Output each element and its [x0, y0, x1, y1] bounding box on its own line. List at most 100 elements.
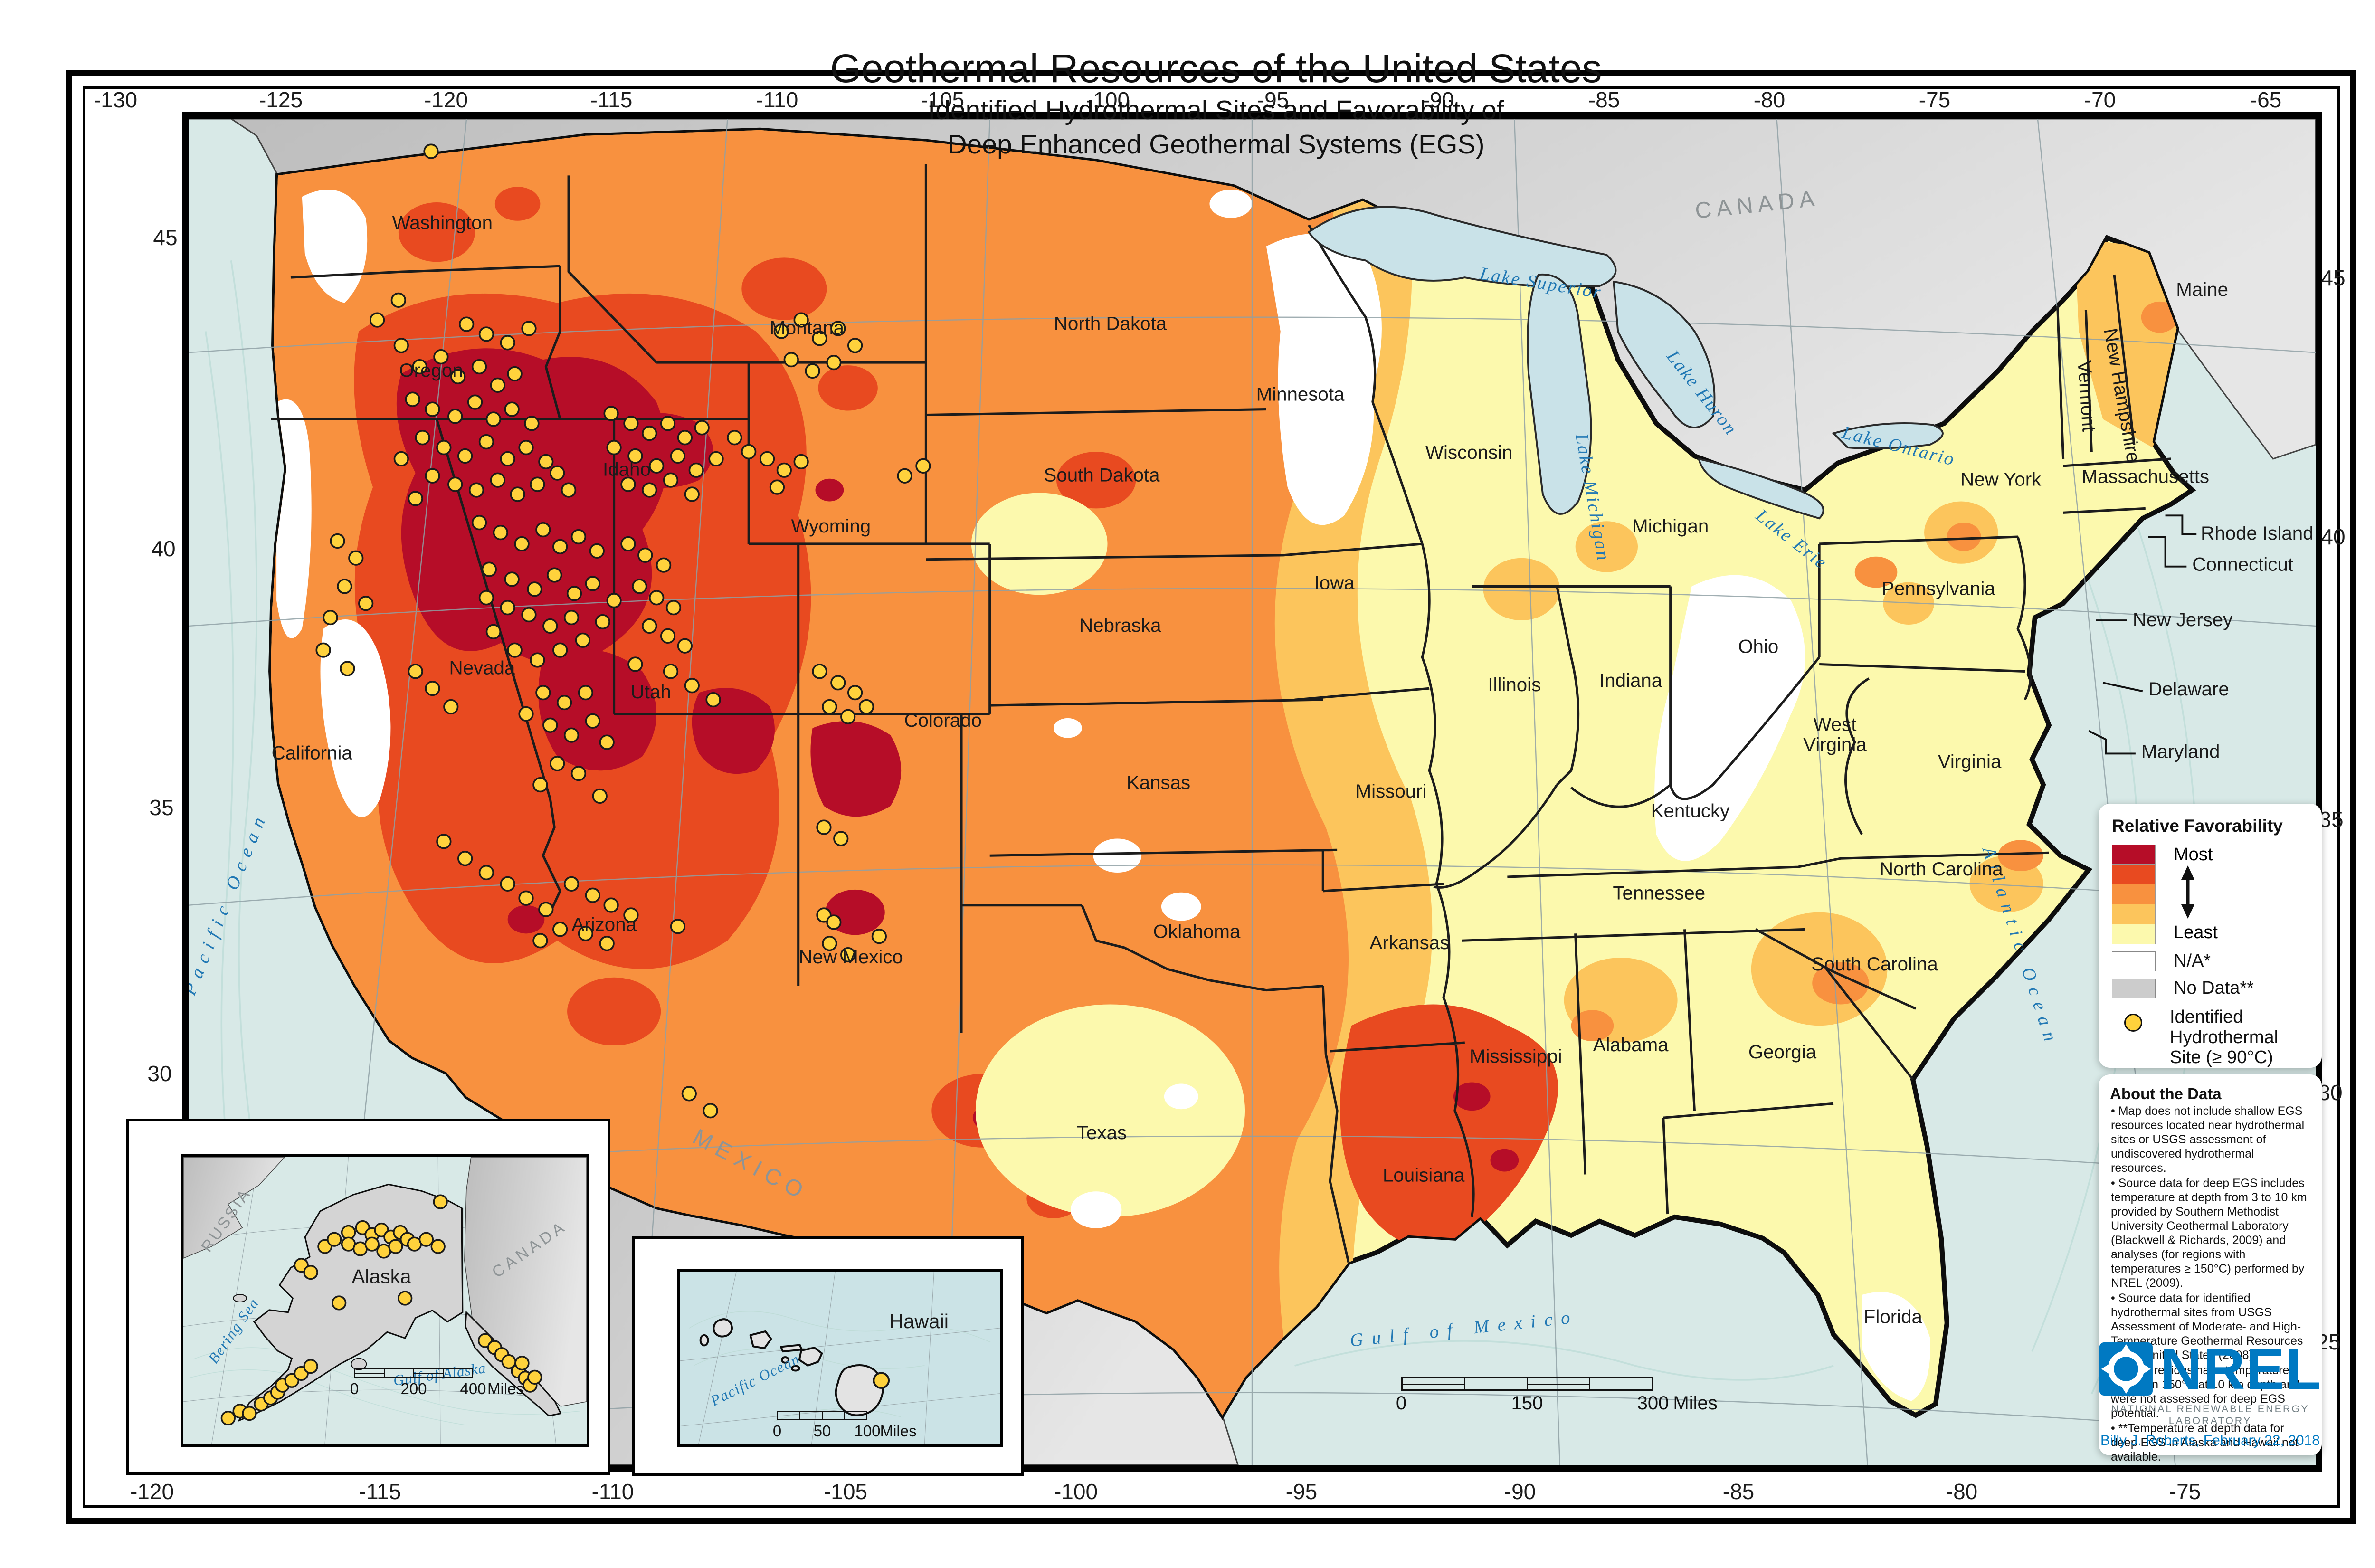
hydrothermal-site-dot: [485, 411, 501, 427]
hydrothermal-site-dot: [822, 936, 837, 951]
hydrothermal-site-dot: [642, 618, 657, 634]
hydrothermal-site-dot: [436, 439, 452, 456]
axis-label: -70: [2084, 87, 2116, 112]
hydrothermal-site-dot: [741, 444, 757, 460]
hydrothermal-site-dot: [348, 550, 364, 566]
hydrothermal-site-dot: [408, 491, 423, 506]
state-label: Ohio: [1738, 636, 1778, 657]
hydrothermal-site-dot: [606, 593, 622, 608]
st-lawrence-island: [233, 1294, 247, 1302]
legend-panel: Relative Favorability Most Least: [2099, 804, 2322, 1068]
about-bullet: • Source data for identified hydrotherma…: [2111, 1292, 2303, 1362]
legend-title: Relative Favorability: [2112, 816, 2283, 836]
hydrothermal-site-dot: [595, 614, 610, 630]
hydrothermal-site-dot: [578, 926, 594, 941]
ak-contours: [188, 1347, 580, 1426]
hydrothermal-site-dot: [490, 377, 505, 393]
hydrothermal-site-dot: [527, 581, 542, 597]
state-label: Texas: [1077, 1122, 1127, 1143]
axis-label: 30: [2318, 1080, 2343, 1105]
hydrothermal-site-dot: [303, 1359, 318, 1374]
hydrothermal-site-dot: [705, 692, 721, 708]
hydrothermal-site-dot: [436, 834, 452, 849]
axis-label: -85: [1722, 1479, 1755, 1504]
hydrothermal-site-dot: [656, 557, 672, 573]
about-bullet: • **Temperature at depth data for deep E…: [2111, 1422, 2299, 1463]
state-label: Maryland: [2141, 741, 2220, 762]
hydrothermal-site-dot: [826, 914, 842, 930]
hydrothermal-site-dot: [408, 664, 423, 679]
hydrothermal-site-dot: [681, 1086, 697, 1102]
hydrothermal-site-dot: [847, 685, 863, 701]
hydrothermal-site-dot: [677, 638, 693, 654]
russia-land: [183, 1157, 285, 1259]
hydrothermal-site-dot: [393, 338, 409, 353]
state-label: North Dakota: [1054, 313, 1167, 334]
hydrothermal-site-dot: [670, 448, 686, 464]
state-label: Oregon: [399, 360, 463, 381]
scale-bar-main: 0 150 300 Miles: [1396, 1377, 1718, 1414]
axis-label: -105: [823, 1479, 868, 1504]
hydrothermal-site-dot: [478, 590, 494, 606]
hydrothermal-site-dot: [340, 661, 355, 676]
state-label: Indiana: [1599, 670, 1662, 691]
hydrothermal-site-dot: [538, 902, 554, 917]
state-label: West Virginia: [1803, 714, 1867, 755]
hydrothermal-site-dot: [840, 947, 856, 963]
hawaii-svg: Hawaii Pacific Ocean: [680, 1272, 1000, 1444]
scale-unit: Miles: [1673, 1393, 1718, 1414]
hydrothermal-site-dot: [425, 401, 440, 417]
state-label: Kansas: [1127, 772, 1190, 793]
hydrothermal-site-dot: [535, 522, 551, 538]
hydrothermal-site-dot: [521, 607, 537, 623]
hydrothermal-site-dot: [390, 292, 406, 308]
hydrothermal-site-dot: [369, 312, 385, 328]
nodata-label: No Data**: [2174, 978, 2254, 998]
state-label: Colorado: [904, 710, 981, 731]
nrel-logo-icon: [2099, 1342, 2153, 1396]
hydrothermal-site-dot: [532, 777, 548, 793]
hydrothermal-site-dot: [708, 451, 724, 467]
hydrothermal-site-dot: [873, 1372, 890, 1389]
state-label: Utah: [631, 681, 671, 703]
state-labels-layer: Washington Montana Oregon Idaho Wyoming Nevad…: [272, 212, 2314, 1328]
hydrothermal-site-dot: [727, 430, 742, 446]
state-label: New Mexico: [798, 946, 902, 968]
state-label: Rhode Island: [2201, 523, 2313, 544]
hydrothermal-site-dot: [670, 919, 686, 934]
hydrothermal-site-dot: [530, 476, 545, 492]
hydrothermal-site-dot: [485, 624, 501, 640]
hydrothermal-site-dot: [433, 1194, 448, 1209]
about-bullet: • Map does not include shallow EGS resou…: [2111, 1104, 2305, 1175]
axis-label: 40: [2321, 524, 2346, 549]
hydrothermal-site-dot: [623, 907, 639, 923]
hydrothermal-site-dot: [524, 416, 540, 431]
hydrothermal-site-dot: [332, 1295, 347, 1311]
hydrothermal-site-dot: [642, 482, 657, 498]
state-label: Nevada: [449, 657, 515, 678]
map-label: Pacific Ocean: [707, 1350, 803, 1409]
map-subtitle-1: Identified Hydrothermal Sites and Favora…: [928, 95, 1504, 125]
axis-label: -110: [591, 1479, 634, 1504]
hydrothermal-site-dot: [570, 766, 587, 781]
hydrothermal-site-dot: [663, 472, 679, 488]
hydrothermal-site-dot: [830, 675, 846, 691]
hydrothermal-site-dot: [430, 1239, 446, 1254]
hydrothermal-site-dot: [418, 1232, 434, 1247]
hydrothermal-site-dot: [507, 366, 522, 382]
hydrothermal-site-dot: [358, 596, 374, 611]
state-label: Vermont: [2073, 360, 2100, 432]
scale-bar-alaska: 0 200 400 Miles: [350, 1368, 524, 1397]
state-borders: [271, 164, 2171, 1263]
hydrothermal-site-dot: [632, 579, 647, 594]
hydrothermal-site-dot: [535, 685, 551, 701]
hydrothermal-site-dot: [415, 430, 430, 446]
hydrothermal-site-dot: [457, 851, 473, 866]
hydrothermal-site-dot: [547, 567, 562, 583]
hydrothermal-site-dot: [578, 685, 594, 701]
hydrothermal-site-dot: [663, 664, 679, 679]
hydrothermal-site-dot: [627, 448, 643, 464]
hydrothermal-site-dot: [550, 756, 565, 771]
